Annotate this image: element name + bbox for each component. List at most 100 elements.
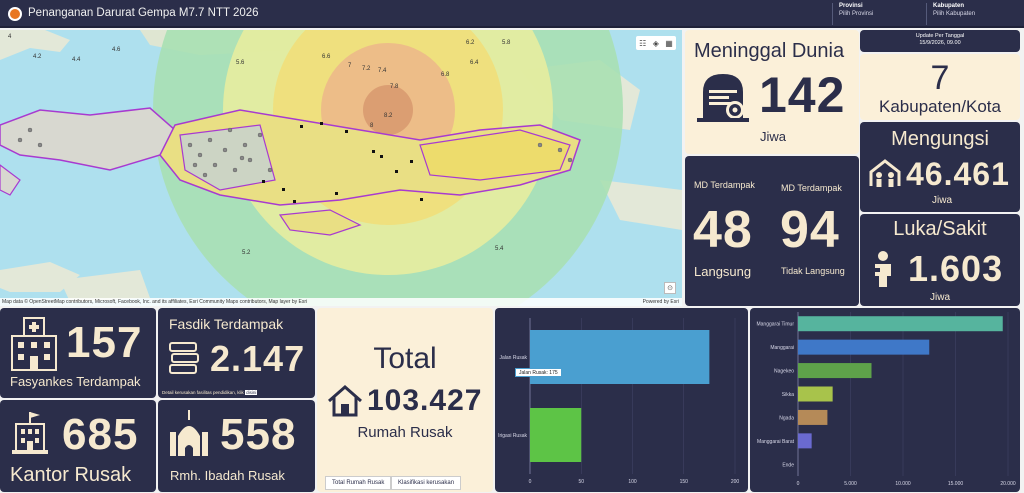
map-magnitude-label: 5.8	[502, 40, 511, 46]
md-langsung-value: 48	[693, 201, 753, 259]
office-building-icon	[12, 412, 48, 454]
basemap-icon[interactable]: ▦	[665, 38, 673, 48]
worship-house-icon	[170, 410, 208, 456]
map-magnitude-label: 6.4	[470, 60, 479, 66]
md-terdampak-card: MD Terdampak 48 Langsung MD Terdampak 94…	[685, 156, 859, 306]
update-badge: Update Per Tanggal 15/9/2026, 09.00	[860, 30, 1020, 52]
map-toolbar[interactable]: ☷ ◈ ▦	[636, 36, 676, 50]
chart-bar	[798, 339, 930, 355]
map-canvas: 4 4.2 4.6 4.4 5.6 6.6 6.2 5.8 7 7.2 7.4 …	[0, 30, 682, 306]
chart-tick-label: 15.000	[948, 481, 964, 487]
map-magnitude-label: 4.6	[112, 47, 121, 53]
md-tidak-title: MD Terdampak	[781, 183, 842, 193]
chart-tick-label: 20.000	[1000, 481, 1016, 487]
chart-category-label: Irigasi Rusak	[498, 433, 527, 439]
powered-by: Powered by Esri	[642, 299, 679, 305]
map-magnitude-label: 7	[348, 63, 352, 69]
books-icon	[169, 342, 199, 374]
ibadah-label: Rmh. Ibadah Rusak	[170, 468, 285, 483]
kabupaten-count-label: Kabupaten/Kota	[879, 97, 1001, 116]
mengungsi-title: Mengungsi	[891, 128, 989, 150]
house-icon	[328, 385, 362, 417]
chart-category-label: Nagekeo	[774, 369, 794, 375]
chart-bar	[530, 408, 582, 462]
chart-tooltip: Jalan Rusak: 175	[515, 368, 562, 377]
tab-klasifikasi-kerusakan[interactable]: Klasifikasi kerusakan	[391, 476, 462, 490]
refugee-icon	[869, 159, 901, 187]
chart-tick-label: 0	[797, 481, 800, 487]
fasdik-value: 2.147	[210, 338, 306, 379]
hospital-icon	[11, 317, 57, 371]
kabupaten-label: Kabupaten	[933, 3, 965, 9]
total-rumah-card: Total 103.427 Rumah Rusak Total Rumah Ru…	[317, 308, 493, 492]
provinsi-select[interactable]: Provinsi Pilih Provinsi	[832, 3, 922, 25]
earthquake-map[interactable]: 4 4.2 4.6 4.4 5.6 6.6 6.2 5.8 7 7.2 7.4 …	[0, 30, 682, 306]
provinsi-label: Provinsi	[839, 3, 863, 9]
kantor-value: 685	[62, 410, 139, 459]
map-magnitude-label: 6.2	[466, 40, 475, 46]
map-magnitude-label: 8	[370, 123, 374, 129]
total-value: 103.427	[367, 384, 483, 417]
fasyankes-card: 157 Fasyankes Terdampak	[0, 308, 156, 398]
meninggal-card: Meninggal Dunia 142 Jiwa	[685, 30, 859, 154]
chart-bar	[798, 433, 812, 449]
map-magnitude-label: 4	[8, 34, 12, 40]
infrastruktur-chart: 0 50 100 150 200 Jalan Rusak Irigasi Rusak	[498, 318, 740, 485]
chart-bar	[798, 386, 833, 402]
kabupaten-chart-card: 0 5.000 10.000 15.000 20.000 Manggarai Timur M…	[750, 308, 1020, 492]
map-magnitude-label: 7.2	[362, 66, 371, 72]
app-title: Penanganan Darurat Gempa M7.7 NTT 2026	[28, 7, 259, 19]
md-tidak-label: Tidak Langsung	[781, 266, 845, 276]
map-magnitude-label: 8.2	[384, 113, 393, 119]
map-magnitude-label: 4.4	[72, 57, 81, 63]
mengungsi-unit: Jiwa	[932, 195, 953, 206]
update-value: 15/9/2026, 09.00	[919, 40, 961, 46]
fasdik-note: Detail kerusakan fasilitas pendidikan, k…	[162, 390, 258, 395]
chart-tick-label: 100	[628, 479, 637, 485]
header-bar: Penanganan Darurat Gempa M7.7 NTT 2026 P…	[0, 0, 1024, 28]
update-label: Update Per Tanggal	[915, 33, 965, 39]
meninggal-unit: Jiwa	[760, 129, 787, 144]
kabupaten-count: 7	[930, 59, 950, 97]
chart-tick-label: 0	[529, 479, 532, 485]
fasdik-card: Fasdik Terdampak 2.147 Detail kerusakan …	[158, 308, 315, 398]
injured-person-icon	[872, 251, 891, 287]
chart-tick-label: 5.000	[844, 481, 857, 487]
chart-tick-label: 200	[731, 479, 740, 485]
layers-icon[interactable]: ◈	[652, 38, 659, 48]
meninggal-title: Meninggal Dunia	[694, 40, 845, 62]
chart-bar	[798, 316, 1003, 332]
chart-bar	[798, 409, 828, 425]
kabupaten-select[interactable]: Kabupaten Pilih Kabupaten	[926, 3, 1018, 25]
ibadah-value: 558	[220, 410, 297, 459]
tab-total-rumah-rusak[interactable]: Total Rumah Rusak	[325, 476, 392, 490]
fasdik-note-text: Detail kerusakan fasilitas pendidikan, k…	[162, 390, 244, 395]
luka-value: 1.603	[908, 248, 1004, 289]
kantor-card: 685 Kantor Rusak	[0, 400, 156, 492]
map-magnitude-label: 5.6	[236, 60, 245, 66]
fasdik-detail-link[interactable]: disini	[245, 390, 258, 395]
chart-category-label: Jalan Rusak	[499, 355, 527, 361]
md-langsung-title: MD Terdampak	[694, 180, 755, 190]
map-magnitude-label: 7.8	[390, 84, 399, 90]
mengungsi-card: Mengungsi 46.461 Jiwa	[860, 122, 1020, 212]
fasyankes-label: Fasyankes Terdampak	[10, 374, 141, 389]
chart-category-label: Manggarai Barat	[757, 439, 795, 445]
map-magnitude-label: 4.2	[33, 54, 42, 60]
kabupaten-value: Pilih Kabupaten	[933, 11, 976, 17]
chart-category-label: Ngada	[779, 415, 794, 421]
luka-unit: Jiwa	[930, 292, 951, 303]
fasdik-title: Fasdik Terdampak	[169, 316, 284, 332]
map-magnitude-label: 5.2	[242, 250, 251, 256]
chart-tick-label: 150	[680, 479, 689, 485]
mengungsi-value: 46.461	[906, 156, 1010, 192]
locate-icon[interactable]: ⊙	[664, 282, 676, 294]
list-icon[interactable]: ☷	[639, 38, 647, 48]
total-title: Total	[373, 342, 437, 375]
map-attribution: Map data © OpenStreetMap contributors, M…	[0, 298, 682, 306]
meninggal-value: 142	[759, 67, 846, 123]
fasyankes-value: 157	[66, 318, 143, 367]
chart-category-label: Manggarai	[770, 345, 794, 351]
bnpb-logo-icon	[8, 7, 22, 21]
kantor-label: Kantor Rusak	[10, 464, 132, 486]
